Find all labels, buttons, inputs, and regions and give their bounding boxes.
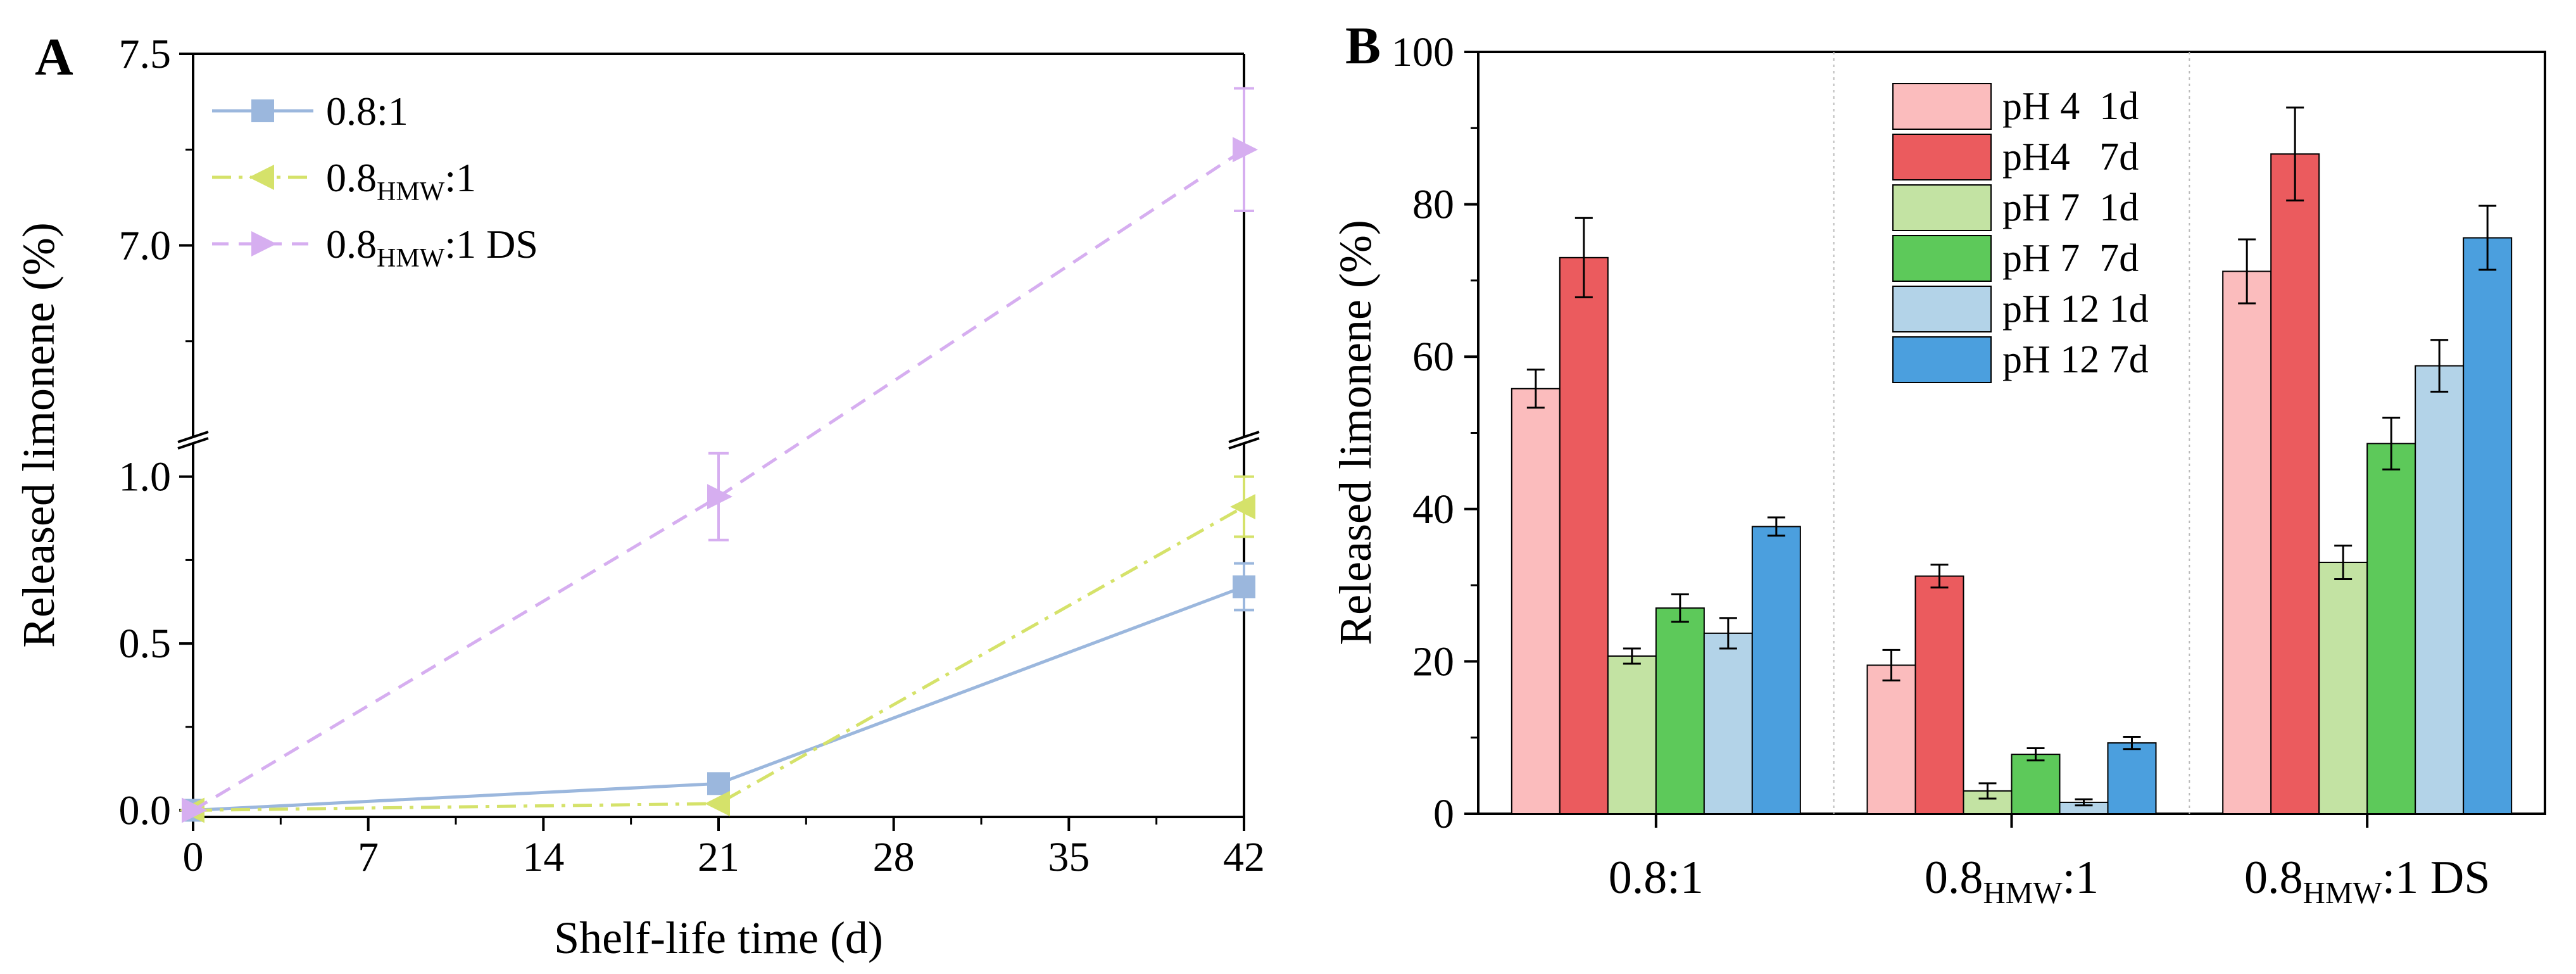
legend-swatch bbox=[1892, 235, 1992, 282]
legend-label-sub: HMW bbox=[377, 177, 445, 206]
legend-label-tail: :1 bbox=[444, 155, 476, 200]
legend-b: pH 4 1d pH4 7d pH 7 1d pH 7 7d pH 12 1d pH 12… bbox=[1892, 83, 2149, 383]
y-tick-label: 100 bbox=[1392, 29, 1454, 75]
axis-break-mark bbox=[1228, 431, 1260, 443]
legend-marker bbox=[251, 99, 274, 122]
legend-swatch bbox=[1892, 336, 1992, 383]
x-category-label: 0.8HMW:1 DS bbox=[2244, 852, 2490, 910]
axis-break-mark bbox=[177, 437, 209, 450]
y-tick-label: 7.0 bbox=[119, 223, 172, 269]
axis-break-gap bbox=[177, 438, 210, 443]
y-axis-title: Released limonene (%) bbox=[13, 222, 64, 648]
series-line bbox=[192, 505, 1245, 812]
x-tick-label: 7 bbox=[358, 834, 379, 880]
y-tick-label: 20 bbox=[1412, 638, 1454, 685]
y-tick-label: 0 bbox=[1433, 791, 1454, 837]
x-tick-label: 35 bbox=[1048, 834, 1090, 880]
bar bbox=[1703, 632, 1753, 814]
legend-swatch bbox=[1892, 286, 1992, 332]
x-category-label-main: 0.8:1 bbox=[1609, 852, 1704, 904]
panel-b-label: B bbox=[1345, 16, 1381, 75]
bar bbox=[2222, 270, 2272, 814]
legend-label: pH 7 1d bbox=[2002, 186, 2139, 229]
bar bbox=[2107, 742, 2157, 814]
y-axis-title: Released limonene (%) bbox=[1330, 220, 1381, 645]
axis-break-gap bbox=[1228, 438, 1260, 443]
legend-swatch bbox=[1892, 184, 1992, 231]
axis-break-mark bbox=[1228, 437, 1260, 450]
bar bbox=[1866, 664, 1916, 815]
legend-swatch bbox=[1892, 134, 1992, 180]
bar bbox=[2011, 754, 2061, 815]
x-category-label-main: 0.8 bbox=[1925, 852, 1983, 904]
axis-break-mark bbox=[177, 431, 209, 443]
data-point bbox=[1233, 575, 1255, 598]
legend-label: pH 7 7d bbox=[2002, 237, 2139, 280]
x-category-label-main: 0.8 bbox=[2244, 852, 2303, 904]
x-category-label-sub: HMW bbox=[2303, 875, 2382, 910]
y-tick-label: 60 bbox=[1412, 334, 1454, 380]
data-point bbox=[707, 772, 730, 795]
legend-label-main: 0.8 bbox=[326, 155, 377, 200]
legend-label-main: 0.8:1 bbox=[326, 89, 408, 134]
x-axis-title: Shelf-life time (d) bbox=[554, 913, 883, 963]
x-tick-label: 14 bbox=[522, 834, 564, 880]
y-tick-label: 1.0 bbox=[119, 454, 172, 500]
x-category-label-tail: :1 bbox=[2063, 852, 2099, 904]
legend-marker bbox=[249, 165, 274, 190]
series-2 bbox=[182, 87, 1258, 823]
data-point bbox=[705, 790, 730, 816]
legend-label: pH 12 1d bbox=[2002, 288, 2149, 331]
panel-a-label: A bbox=[35, 28, 73, 87]
legend-swatch bbox=[1892, 83, 1992, 130]
x-tick-label: 21 bbox=[698, 834, 739, 880]
legend-a: 0.8:10.8HMW:10.8HMW:1 DS bbox=[212, 89, 538, 273]
y-tick-label: 0.5 bbox=[119, 621, 172, 667]
legend-label: 0.8HMW:1 DS bbox=[326, 222, 538, 273]
legend-label: pH 12 7d bbox=[2002, 338, 2149, 381]
y-tick-label: 80 bbox=[1412, 182, 1454, 228]
data-point bbox=[1233, 137, 1258, 163]
x-tick-label: 0 bbox=[183, 834, 204, 880]
bar bbox=[1914, 575, 1964, 814]
panel-a-line-chart: 0 7 14 21 28 35 42 0.0 0.5 1.0 7.0 7.5 Shelf-life ti… bbox=[13, 31, 1265, 963]
y-tick-label: 7.5 bbox=[119, 31, 172, 77]
x-category-label: 0.8HMW:1 bbox=[1925, 852, 2099, 910]
bar bbox=[1751, 526, 1801, 814]
bar bbox=[1655, 607, 1705, 814]
bar bbox=[2318, 562, 2368, 814]
legend-label-sub: HMW bbox=[377, 244, 445, 273]
x-category-label: 0.8:1 bbox=[1609, 852, 1704, 904]
x-tick-label: 42 bbox=[1223, 834, 1265, 880]
y-tick-label: 40 bbox=[1412, 486, 1454, 533]
x-category-label-tail: :1 DS bbox=[2382, 852, 2491, 904]
bar bbox=[2415, 365, 2465, 814]
bar bbox=[1607, 655, 1657, 814]
bar bbox=[2270, 153, 2320, 814]
legend-label: 0.8:1 bbox=[326, 89, 408, 134]
legend-label: pH4 7d bbox=[2002, 136, 2139, 179]
legend-marker bbox=[251, 231, 277, 256]
data-point bbox=[1230, 494, 1255, 520]
data-point bbox=[707, 484, 732, 510]
data-point bbox=[182, 797, 207, 823]
legend-label-main: 0.8 bbox=[326, 222, 377, 267]
x-tick-label: 28 bbox=[873, 834, 915, 880]
legend-label: pH 4 1d bbox=[2002, 85, 2139, 128]
y-tick-label: 0.0 bbox=[119, 787, 172, 833]
bar bbox=[1559, 256, 1609, 814]
legend-label: 0.8HMW:1 bbox=[326, 155, 476, 206]
legend-label-tail: :1 DS bbox=[444, 222, 538, 267]
bar bbox=[1511, 388, 1561, 814]
bar bbox=[2366, 443, 2416, 814]
x-category-label-sub: HMW bbox=[1983, 875, 2063, 910]
bar bbox=[2463, 237, 2513, 815]
series-0 bbox=[182, 562, 1255, 822]
